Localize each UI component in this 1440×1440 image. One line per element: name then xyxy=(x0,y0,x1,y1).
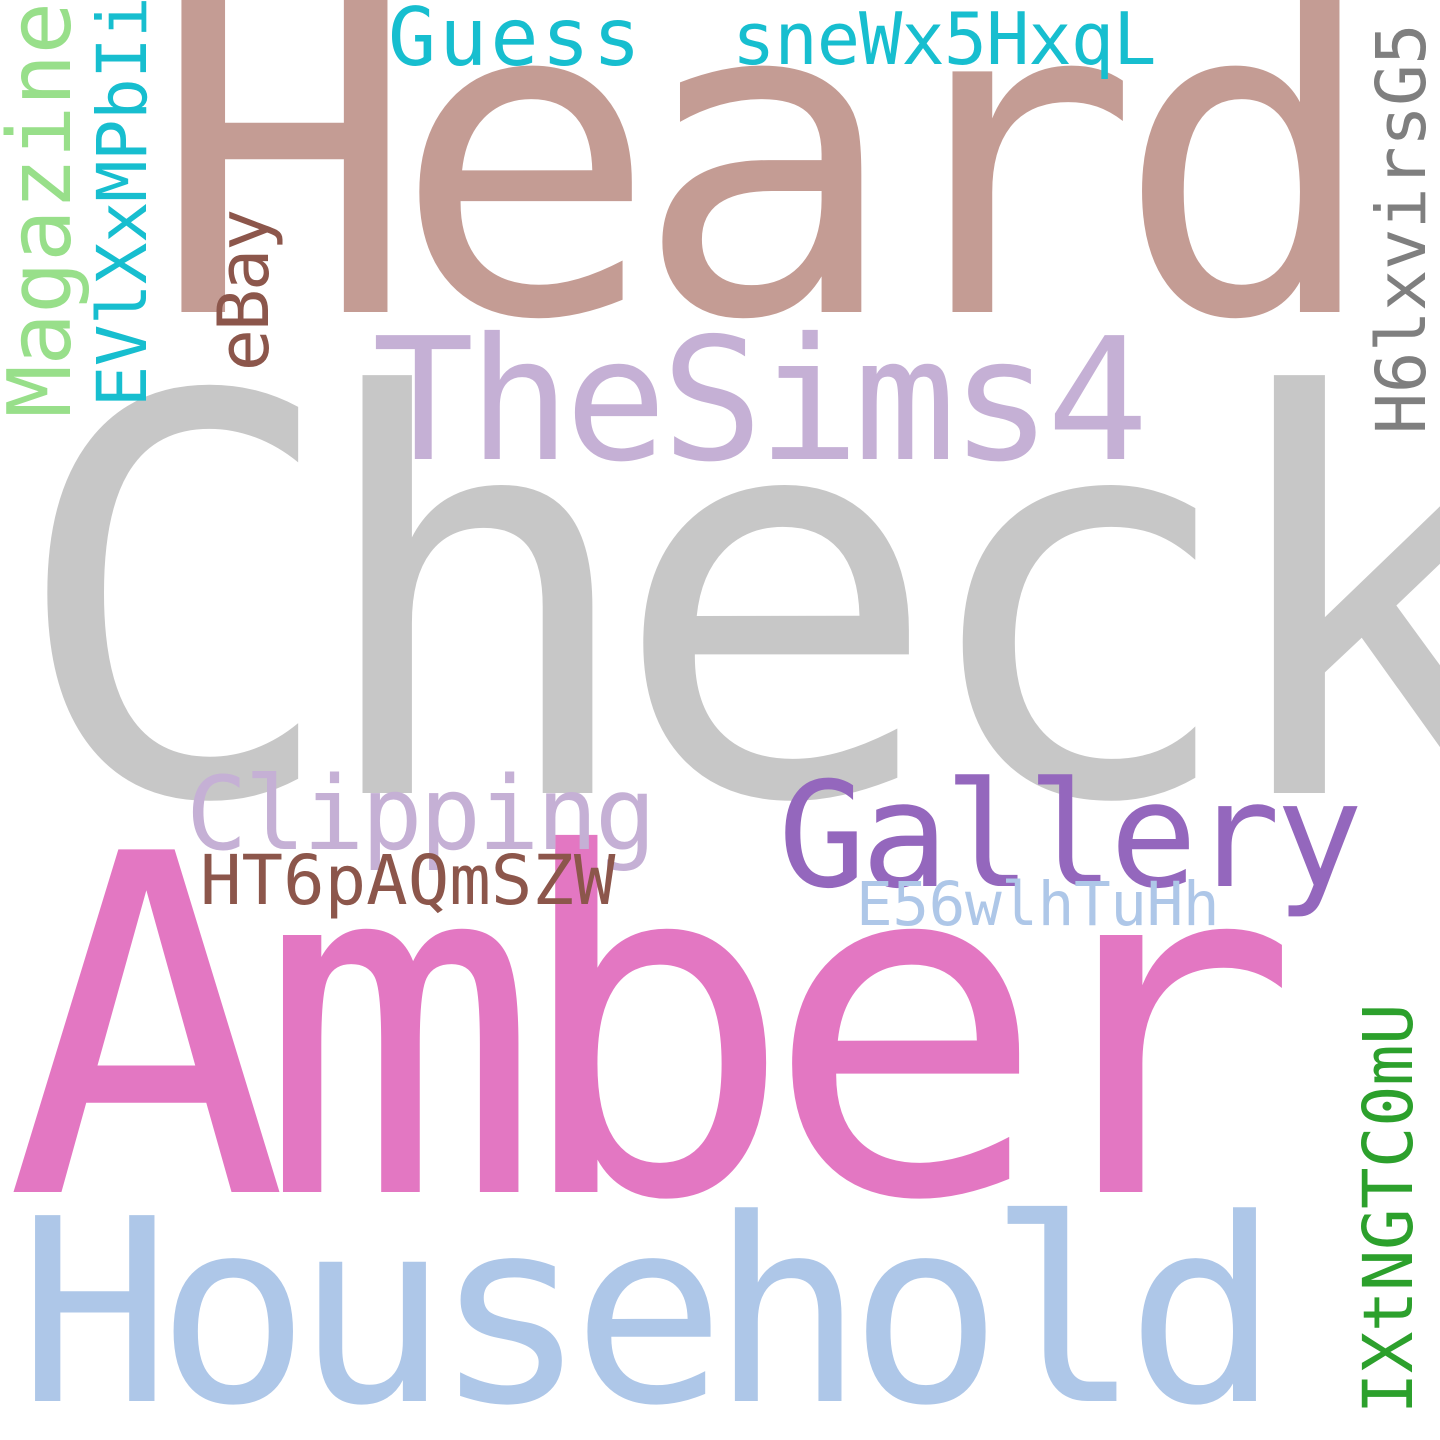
word-evlxxmpbli: EVlXxMPbIi xyxy=(83,0,163,408)
word-magazine: Magazine xyxy=(0,2,91,418)
word-gallery: Gallery xyxy=(778,751,1363,921)
word-ebay: eBay xyxy=(203,210,285,372)
word-ht6paqmszw: HT6pAQmSZW xyxy=(200,841,616,921)
word-amber: Amber xyxy=(5,756,1300,1303)
word-ixtngtc0mu: IXtNGTC0mU xyxy=(1349,1003,1429,1415)
word-h6lxvirsg5: H6lxvirsG5 xyxy=(1362,23,1440,435)
word-thesims4: TheSims4 xyxy=(372,302,1149,500)
word-snewx5hxql: sneWx5HxqL xyxy=(732,0,1156,81)
word-check: Check xyxy=(10,282,1440,923)
word-e56wlhtuhh: E56wlhTuHh xyxy=(856,869,1220,940)
word-household: Household xyxy=(18,1165,1280,1440)
word-guess: Guess xyxy=(388,0,644,84)
word-clipping: Clipping xyxy=(186,755,656,874)
word-heard: Heard xyxy=(152,0,1381,416)
